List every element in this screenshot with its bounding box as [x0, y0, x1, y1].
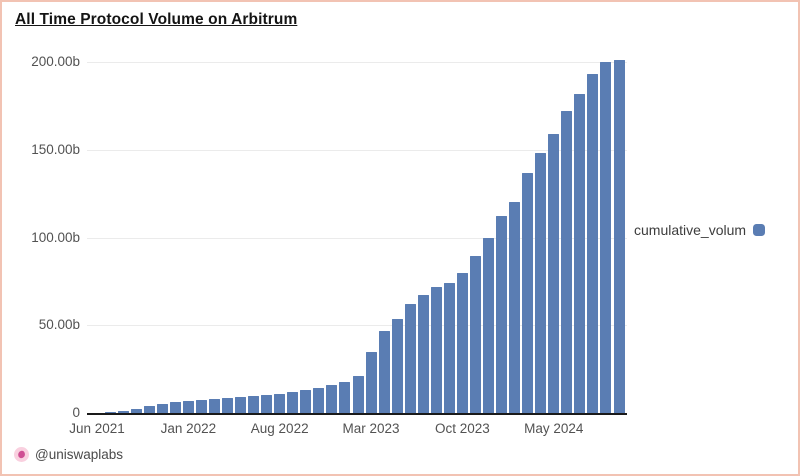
x-axis-line — [87, 413, 627, 415]
bar[interactable] — [300, 390, 312, 413]
unicorn-glyph — [17, 449, 26, 459]
gridline — [87, 237, 627, 239]
bar[interactable] — [600, 62, 612, 413]
bar[interactable] — [130, 408, 142, 413]
bar[interactable] — [195, 399, 207, 413]
bar[interactable] — [339, 382, 351, 413]
bar[interactable] — [509, 202, 521, 413]
bar[interactable] — [117, 411, 129, 413]
bar[interactable] — [274, 393, 286, 413]
bar[interactable] — [561, 111, 573, 413]
bar[interactable] — [235, 397, 247, 413]
bar[interactable] — [313, 388, 325, 413]
attribution-handle: @uniswaplabs — [35, 446, 124, 462]
x-axis-label: Jun 2021 — [69, 421, 125, 436]
gridline — [87, 149, 627, 151]
bar[interactable] — [91, 412, 103, 413]
bar[interactable] — [535, 153, 547, 413]
bar[interactable] — [443, 283, 455, 413]
bar[interactable] — [574, 93, 586, 413]
bar[interactable] — [496, 216, 508, 413]
y-axis-label: 0 — [72, 405, 80, 420]
page-title: All Time Protocol Volume on Arbitrum — [15, 11, 298, 28]
bar[interactable] — [469, 255, 481, 413]
bar[interactable] — [404, 304, 416, 413]
bar[interactable] — [417, 294, 429, 413]
bar[interactable] — [208, 398, 220, 413]
bar[interactable] — [456, 273, 468, 413]
bar[interactable] — [430, 286, 442, 413]
x-axis-label: Oct 2023 — [434, 421, 490, 436]
bar[interactable] — [182, 400, 194, 413]
gridline — [87, 62, 627, 63]
y-axis-label: 150.00b — [31, 141, 80, 157]
bar[interactable] — [261, 395, 273, 413]
bar[interactable] — [248, 395, 260, 413]
bar[interactable] — [222, 398, 233, 413]
gridline — [87, 325, 627, 327]
bar[interactable] — [378, 330, 390, 413]
legend-item[interactable]: cumulative_volum — [634, 222, 794, 238]
x-axis-label: Mar 2023 — [342, 421, 400, 436]
y-axis-label: 200.00b — [31, 54, 80, 69]
bar[interactable] — [169, 402, 181, 413]
bar[interactable] — [287, 391, 299, 413]
x-axis-label: Jan 2022 — [160, 421, 217, 436]
uniswap-logo-icon — [14, 446, 29, 462]
bar[interactable] — [548, 133, 560, 413]
bar[interactable] — [587, 74, 599, 413]
legend-label: cumulative_volum — [634, 222, 747, 238]
attribution: @uniswaplabs — [14, 446, 123, 462]
bar[interactable] — [483, 237, 494, 413]
bar[interactable] — [522, 172, 534, 413]
x-axis-label: Aug 2022 — [250, 421, 309, 436]
y-axis-label: 100.00b — [31, 229, 80, 245]
bar[interactable] — [352, 376, 364, 413]
y-axis-label: 50.00b — [38, 317, 80, 333]
bar[interactable] — [613, 60, 625, 413]
bar[interactable] — [365, 351, 377, 413]
bar[interactable] — [326, 384, 338, 413]
bar[interactable] — [391, 319, 403, 413]
x-axis-label: May 2024 — [524, 421, 584, 436]
bar[interactable] — [104, 412, 116, 413]
bar[interactable] — [143, 406, 155, 413]
legend-marker-icon — [753, 224, 766, 236]
bar[interactable] — [156, 404, 168, 413]
